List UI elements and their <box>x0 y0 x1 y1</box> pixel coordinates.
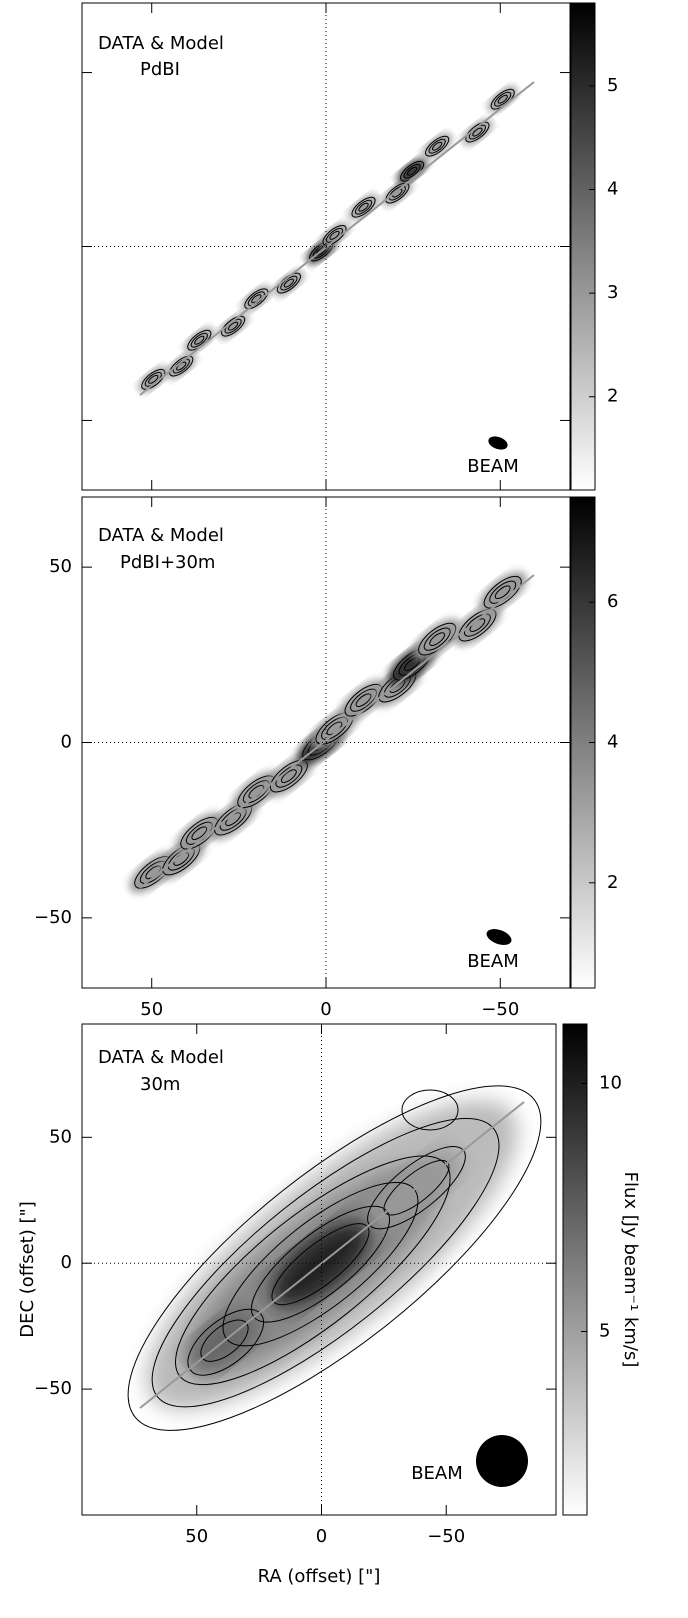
colorbar-tick-label: 4 <box>607 179 618 200</box>
x-tick-label: −50 <box>481 999 519 1020</box>
contour <box>483 575 522 609</box>
contour <box>275 764 303 788</box>
y-tick-label: 50 <box>49 1126 72 1147</box>
contour <box>151 1118 500 1408</box>
flux-blob <box>241 285 272 312</box>
contour <box>227 321 239 331</box>
flux-blob <box>218 313 249 339</box>
contour <box>169 355 194 377</box>
contour <box>406 166 418 176</box>
y-axis-label: DEC (offset) ["] <box>17 1201 38 1338</box>
x-axis-label: RA (offset) ["] <box>258 1566 381 1587</box>
contour <box>463 613 491 637</box>
colorbar-tick-label: 5 <box>599 1320 610 1341</box>
flux-blob <box>273 270 304 296</box>
colorbar-tick-label: 2 <box>607 872 618 893</box>
colorbar-tick-label: 2 <box>607 386 618 407</box>
frame <box>81 1023 557 1516</box>
y-tick-label: 0 <box>61 1252 72 1273</box>
contour <box>280 769 297 783</box>
contour <box>194 335 205 345</box>
contour <box>403 163 421 179</box>
colorbar-tick-label: 5 <box>607 75 618 96</box>
emission <box>138 86 518 393</box>
beam <box>486 929 512 945</box>
flux-blob <box>166 353 197 379</box>
contour <box>423 627 451 651</box>
model-line <box>139 1101 525 1409</box>
annotation: 30m <box>140 1074 180 1095</box>
contour <box>329 230 340 240</box>
contour <box>494 585 511 600</box>
beam-label: BEAM <box>411 1463 463 1484</box>
y-tick-label: −50 <box>34 907 72 928</box>
annotation: DATA & Model <box>98 33 224 54</box>
contour <box>428 138 446 154</box>
contour <box>497 94 508 104</box>
annotation: DATA & Model <box>98 525 224 546</box>
contour <box>127 1085 542 1431</box>
contour <box>355 693 372 708</box>
contour <box>385 182 410 204</box>
contour <box>494 91 512 107</box>
contour <box>244 288 269 310</box>
contour <box>191 826 208 841</box>
contour <box>190 332 208 348</box>
y-tick-label: −50 <box>34 1378 72 1399</box>
annotation: PdBI+30m <box>120 552 215 573</box>
contour <box>148 374 159 384</box>
contour <box>432 141 443 151</box>
contour <box>322 224 347 246</box>
emission <box>127 1085 542 1431</box>
contour <box>472 127 483 137</box>
annotation: DATA & Model <box>98 1047 224 1068</box>
y-tick-label: 0 <box>61 732 72 753</box>
flux-blob <box>138 366 169 393</box>
emission <box>129 571 527 893</box>
contour <box>429 632 446 646</box>
colorbar-tick-label: 4 <box>607 732 618 753</box>
colorbar-tick-label: 10 <box>599 1073 622 1094</box>
x-tick-label: 50 <box>185 1526 208 1547</box>
beam-label: BEAM <box>467 456 519 477</box>
contour <box>172 358 190 374</box>
model-line <box>139 81 535 396</box>
beam <box>488 436 508 450</box>
x-tick-label: −50 <box>427 1526 465 1547</box>
colorbar-tick-label: 6 <box>607 591 618 612</box>
contour <box>465 121 490 143</box>
flux-blob <box>487 86 518 113</box>
flux-blob <box>184 327 215 354</box>
contour <box>283 278 295 288</box>
contour <box>358 202 369 212</box>
y-tick-label: 50 <box>49 556 72 577</box>
contour <box>350 688 378 712</box>
annotation: PdBI <box>140 59 180 80</box>
colorbar <box>562 1023 588 1516</box>
contour <box>354 199 373 215</box>
x-tick-label: 50 <box>140 999 163 1020</box>
colorbar-tick-label: 3 <box>607 282 618 303</box>
model-line <box>139 574 535 889</box>
contour <box>221 315 246 337</box>
flux-blob <box>462 119 493 145</box>
beam-label: BEAM <box>467 951 519 972</box>
contour <box>187 1308 264 1376</box>
colorbar <box>570 2 596 491</box>
colorbar-label: Flux [Jy beam⁻¹ km/s] <box>620 1172 641 1368</box>
contour <box>425 135 450 157</box>
contour <box>351 196 376 218</box>
beam <box>476 1435 528 1487</box>
contour <box>401 1089 459 1131</box>
contour <box>247 291 265 307</box>
contour <box>388 185 406 201</box>
x-tick-label: 0 <box>316 1526 327 1547</box>
x-tick-label: 0 <box>320 999 331 1020</box>
contour <box>141 368 166 390</box>
